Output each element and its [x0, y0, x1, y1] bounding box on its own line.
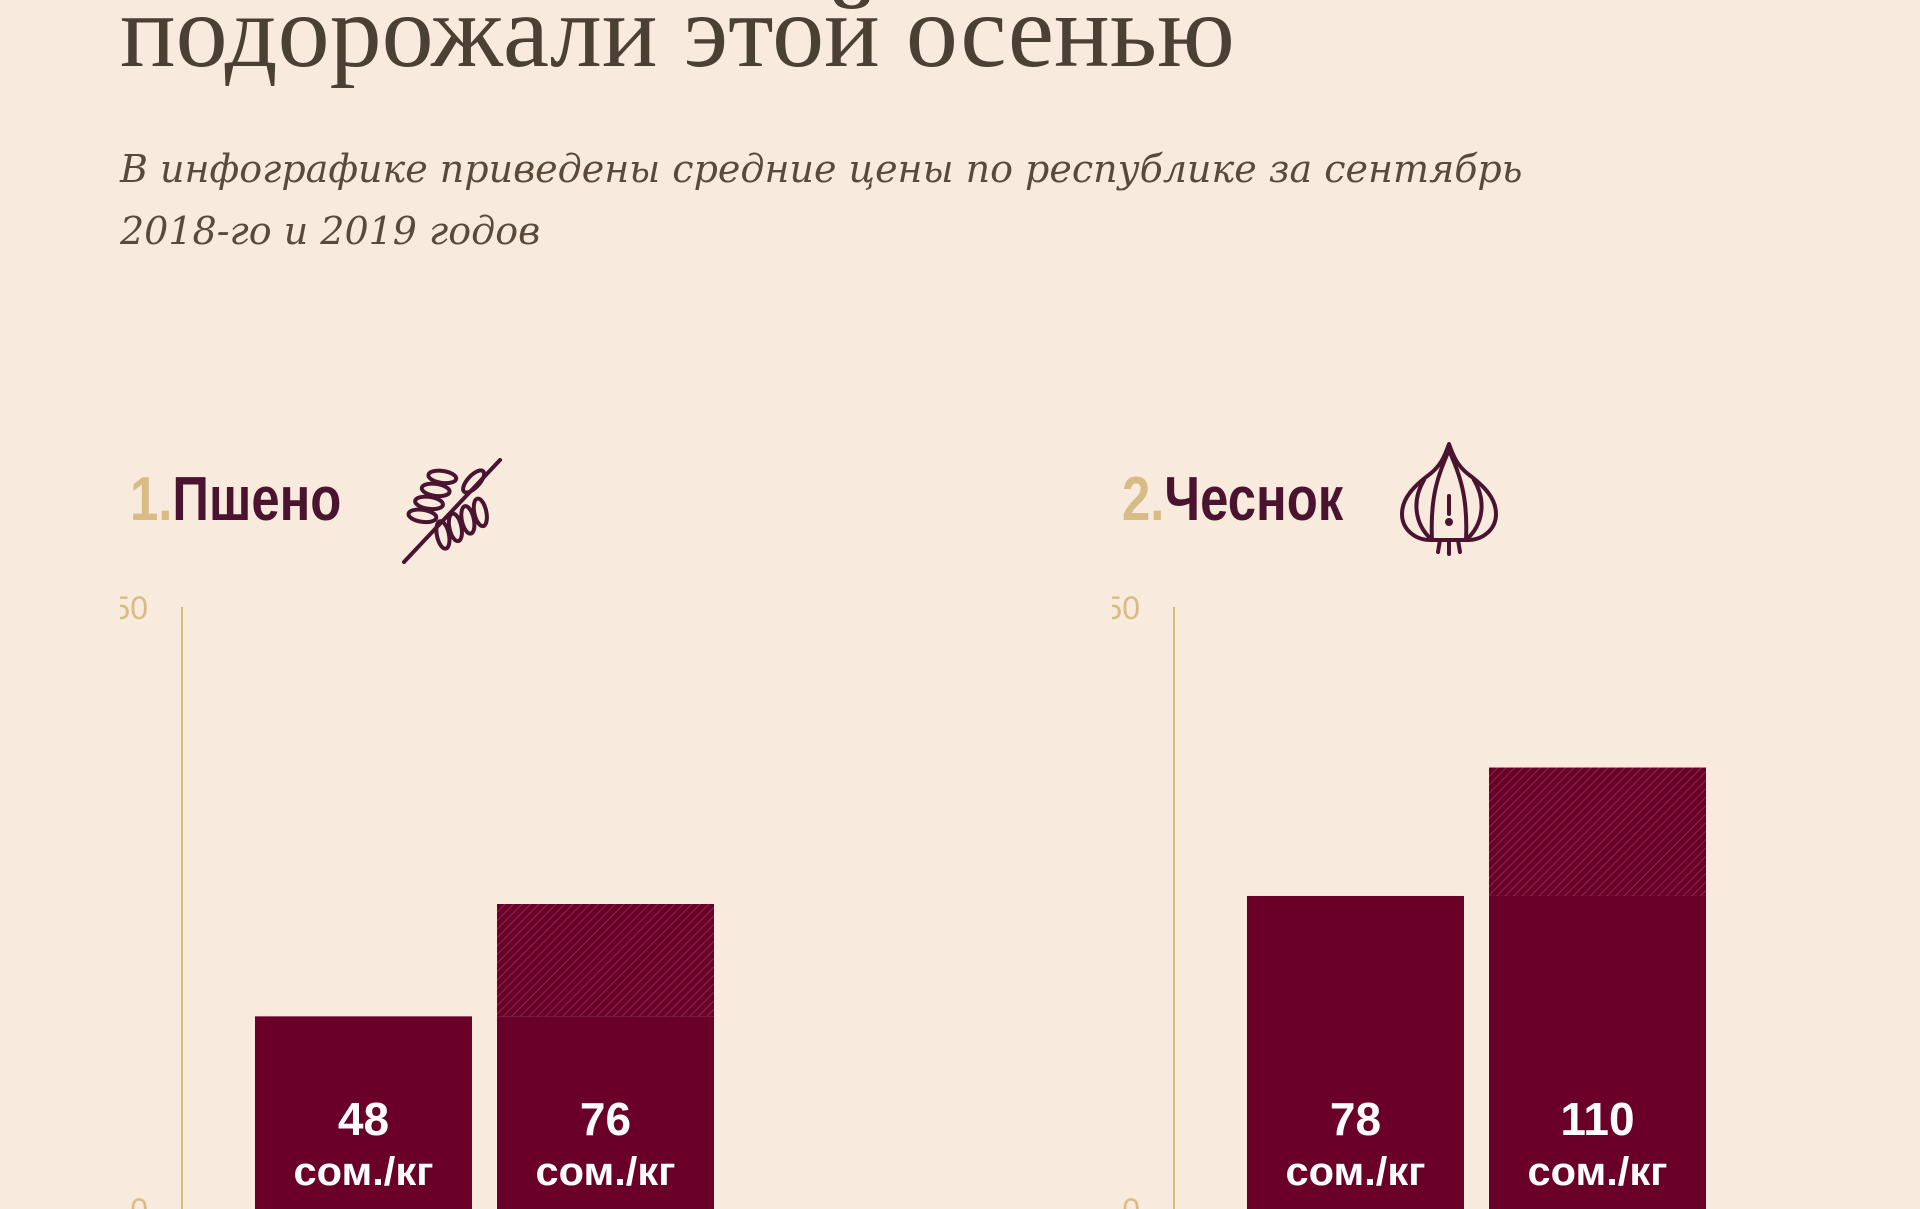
chart-svg: 0 150 78 сом./кг 110 сом./кг — [1112, 590, 1706, 1209]
chart-svg: 0 150 48 сом./кг 76 сом./кг — [120, 590, 714, 1209]
headline: подорожали этой осенью — [120, 0, 1235, 89]
chart-panel-2: 2.Чеснок 0 150 78 сом./кг 110 сом./кг — [1112, 440, 1920, 1209]
bar-2019: 76 сом./кг — [497, 903, 714, 1209]
bar-value-label: 78 — [1330, 1093, 1381, 1145]
bar-chart: 0 150 78 сом./кг 110 сом./кг — [1112, 580, 1920, 1209]
panel-name: Чеснок — [1164, 465, 1344, 534]
bar-unit-label: сом./кг — [536, 1150, 676, 1194]
wheat-icon — [382, 440, 512, 575]
bar-increase-segment — [1489, 767, 1706, 896]
bar-2019: 110 сом./кг — [1489, 767, 1706, 1209]
y-tick-label: 150 — [1112, 590, 1140, 626]
bar-unit-label: сом./кг — [294, 1150, 434, 1194]
bar-unit-label: сом./кг — [1286, 1150, 1426, 1194]
panel-name: Пшено — [172, 465, 342, 534]
subtitle: В инфографике приведены средние цены по … — [120, 147, 1523, 253]
bar-2018: 78 сом./кг — [1247, 895, 1464, 1209]
y-tick-label: 0 — [130, 1192, 148, 1209]
bar-value-label: 110 — [1560, 1093, 1634, 1145]
panel-title: 2.Чеснок — [1122, 440, 1343, 560]
chart-panel-1: 1.Пшено 0 150 48 сом./кг 76 сом./кг — [120, 440, 960, 1209]
bar-chart: 0 150 48 сом./кг 76 сом./кг — [120, 580, 960, 1209]
bar-base-segment — [1489, 895, 1706, 1209]
y-tick-label: 0 — [1122, 1192, 1140, 1209]
bar-increase-segment — [497, 903, 714, 1017]
bar-rect — [1247, 895, 1464, 1209]
garlic-icon — [1394, 440, 1504, 565]
y-tick-label: 150 — [120, 590, 148, 626]
panel-title: 1.Пшено — [130, 440, 341, 560]
bar-2018: 48 сом./кг — [255, 1016, 472, 1209]
bar-value-label: 48 — [338, 1093, 389, 1145]
bar-unit-label: сом./кг — [1528, 1150, 1668, 1194]
bar-value-label: 76 — [580, 1093, 631, 1145]
panel-number: 1. — [130, 465, 173, 534]
panel-number: 2. — [1122, 465, 1165, 534]
bar-base-segment — [497, 1016, 714, 1209]
bar-rect — [255, 1016, 472, 1209]
